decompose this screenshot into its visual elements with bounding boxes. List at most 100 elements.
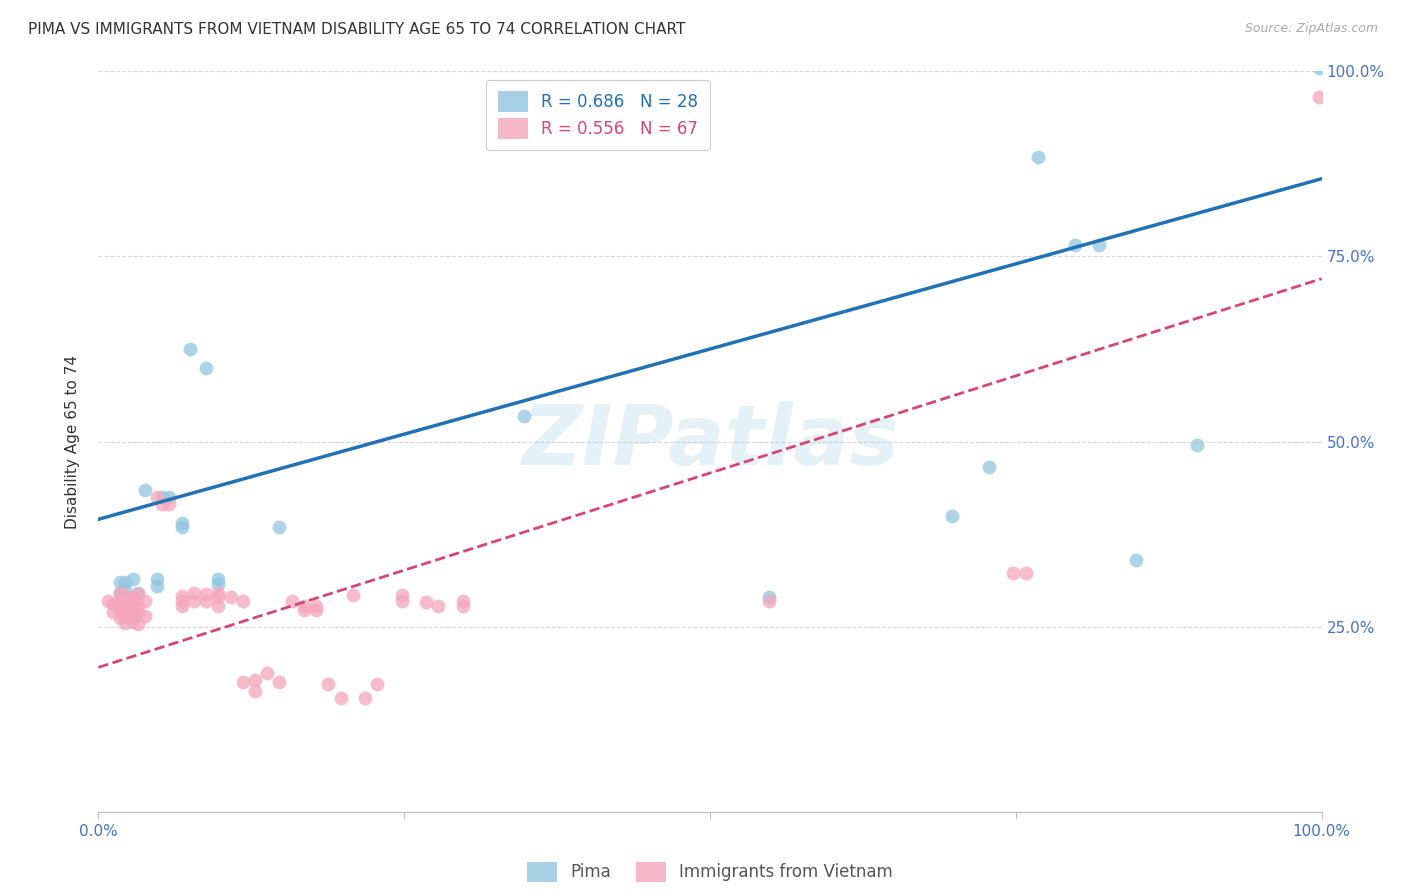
Point	[110, 599, 132, 613]
Text: Source: ZipAtlas.com: Source: ZipAtlas.com	[1244, 22, 1378, 36]
Point	[1308, 61, 1330, 75]
Point	[170, 599, 193, 613]
Point	[114, 599, 136, 613]
Point	[232, 594, 254, 608]
Point	[451, 599, 474, 613]
Y-axis label: Disability Age 65 to 74: Disability Age 65 to 74	[65, 354, 80, 529]
Point	[170, 516, 193, 530]
Point	[114, 610, 136, 624]
Point	[758, 593, 780, 607]
Point	[354, 691, 377, 706]
Point	[1063, 238, 1085, 252]
Point	[292, 599, 315, 613]
Point	[121, 615, 143, 630]
Point	[329, 691, 352, 706]
Point	[114, 593, 136, 607]
Point	[134, 483, 156, 497]
Point	[207, 586, 229, 600]
Point	[195, 360, 218, 375]
Point	[127, 599, 149, 613]
Point	[207, 599, 229, 613]
Point	[977, 460, 1000, 475]
Point	[318, 676, 340, 690]
Point	[110, 586, 132, 600]
Point	[207, 590, 229, 604]
Point	[183, 586, 205, 600]
Point	[243, 673, 266, 687]
Point	[150, 498, 173, 512]
Point	[280, 594, 302, 608]
Point	[150, 490, 173, 504]
Point	[114, 589, 136, 603]
Point	[243, 684, 266, 698]
Point	[1185, 438, 1208, 452]
Point	[1308, 90, 1330, 104]
Text: PIMA VS IMMIGRANTS FROM VIETNAM DISABILITY AGE 65 TO 74 CORRELATION CHART: PIMA VS IMMIGRANTS FROM VIETNAM DISABILI…	[28, 22, 686, 37]
Point	[170, 593, 193, 607]
Point	[391, 594, 413, 608]
Point	[170, 589, 193, 603]
Point	[758, 590, 780, 604]
Point	[256, 665, 278, 680]
Point	[146, 572, 169, 586]
Point	[305, 599, 328, 613]
Point	[110, 593, 132, 607]
Point	[157, 490, 180, 504]
Point	[513, 409, 536, 423]
Point	[342, 588, 364, 602]
Point	[110, 607, 132, 621]
Point	[415, 595, 437, 609]
Point	[127, 587, 149, 601]
Point	[101, 598, 124, 612]
Point	[219, 590, 242, 604]
Point	[134, 609, 156, 624]
Point	[146, 579, 169, 593]
Point	[110, 611, 132, 625]
Text: ZIPatlas: ZIPatlas	[522, 401, 898, 482]
Point	[114, 582, 136, 597]
Point	[114, 575, 136, 590]
Point	[114, 615, 136, 630]
Point	[427, 599, 450, 613]
Point	[121, 599, 143, 613]
Point	[269, 519, 291, 533]
Point	[451, 594, 474, 608]
Legend: Pima, Immigrants from Vietnam: Pima, Immigrants from Vietnam	[520, 855, 900, 888]
Point	[121, 590, 143, 604]
Point	[121, 603, 143, 617]
Point	[232, 675, 254, 690]
Point	[366, 676, 388, 690]
Point	[110, 586, 132, 600]
Point	[121, 609, 143, 624]
Point	[127, 607, 149, 621]
Point	[121, 572, 143, 586]
Point	[207, 576, 229, 591]
Point	[269, 675, 291, 690]
Point	[183, 594, 205, 608]
Point	[146, 490, 169, 504]
Point	[157, 498, 180, 512]
Point	[207, 572, 229, 586]
Point	[101, 605, 124, 619]
Point	[391, 588, 413, 602]
Point	[179, 342, 201, 356]
Point	[1125, 553, 1147, 567]
Point	[134, 594, 156, 608]
Point	[292, 602, 315, 616]
Point	[941, 508, 963, 523]
Point	[114, 603, 136, 617]
Point	[97, 593, 120, 607]
Point	[110, 575, 132, 590]
Point	[195, 594, 218, 608]
Point	[121, 594, 143, 608]
Point	[1014, 566, 1036, 581]
Point	[170, 519, 193, 533]
Point	[1088, 238, 1111, 252]
Point	[305, 602, 328, 616]
Point	[127, 586, 149, 600]
Point	[1026, 149, 1049, 163]
Point	[195, 587, 218, 601]
Point	[127, 616, 149, 631]
Point	[110, 603, 132, 617]
Point	[1002, 566, 1025, 581]
